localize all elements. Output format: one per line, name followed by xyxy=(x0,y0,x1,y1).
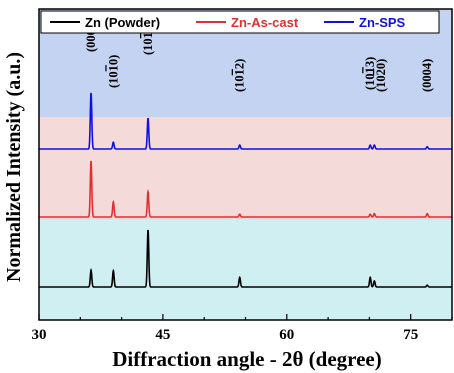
x-tick-label-3: 75 xyxy=(403,327,418,343)
y-axis-title: Normalized Intensity (a.u.) xyxy=(3,52,25,282)
legend-label-2: Zn-SPS xyxy=(359,15,406,30)
legend-box xyxy=(40,10,440,34)
legend: Zn (Powder) Zn-As-cast Zn-SPS xyxy=(40,10,440,34)
x-tick-label-2: 60 xyxy=(279,327,294,343)
peak-label-1: (1010) xyxy=(106,55,120,88)
series-line-1 xyxy=(39,160,452,218)
x-axis: 30 45 60 75 xyxy=(32,314,453,343)
x-tick-label-0: 30 xyxy=(32,327,47,343)
series-lines xyxy=(39,92,452,288)
band-bottom xyxy=(39,220,452,320)
peak-label-3: (1012) xyxy=(233,59,247,92)
x-tick-label-1: 45 xyxy=(155,327,170,343)
series-line-0 xyxy=(39,229,452,288)
band-middle xyxy=(39,117,452,220)
peak-label-6: (0004) xyxy=(420,59,434,92)
peak-label-4: (1013) xyxy=(363,57,377,90)
legend-label-0: Zn (Powder) xyxy=(85,15,160,30)
background-bands xyxy=(39,9,452,320)
peak-label-5: (1020) xyxy=(374,59,388,92)
x-axis-title: Diffraction angle - 2θ (degree) xyxy=(112,347,382,371)
legend-label-1: Zn-As-cast xyxy=(231,15,299,30)
series-line-2 xyxy=(39,92,452,150)
